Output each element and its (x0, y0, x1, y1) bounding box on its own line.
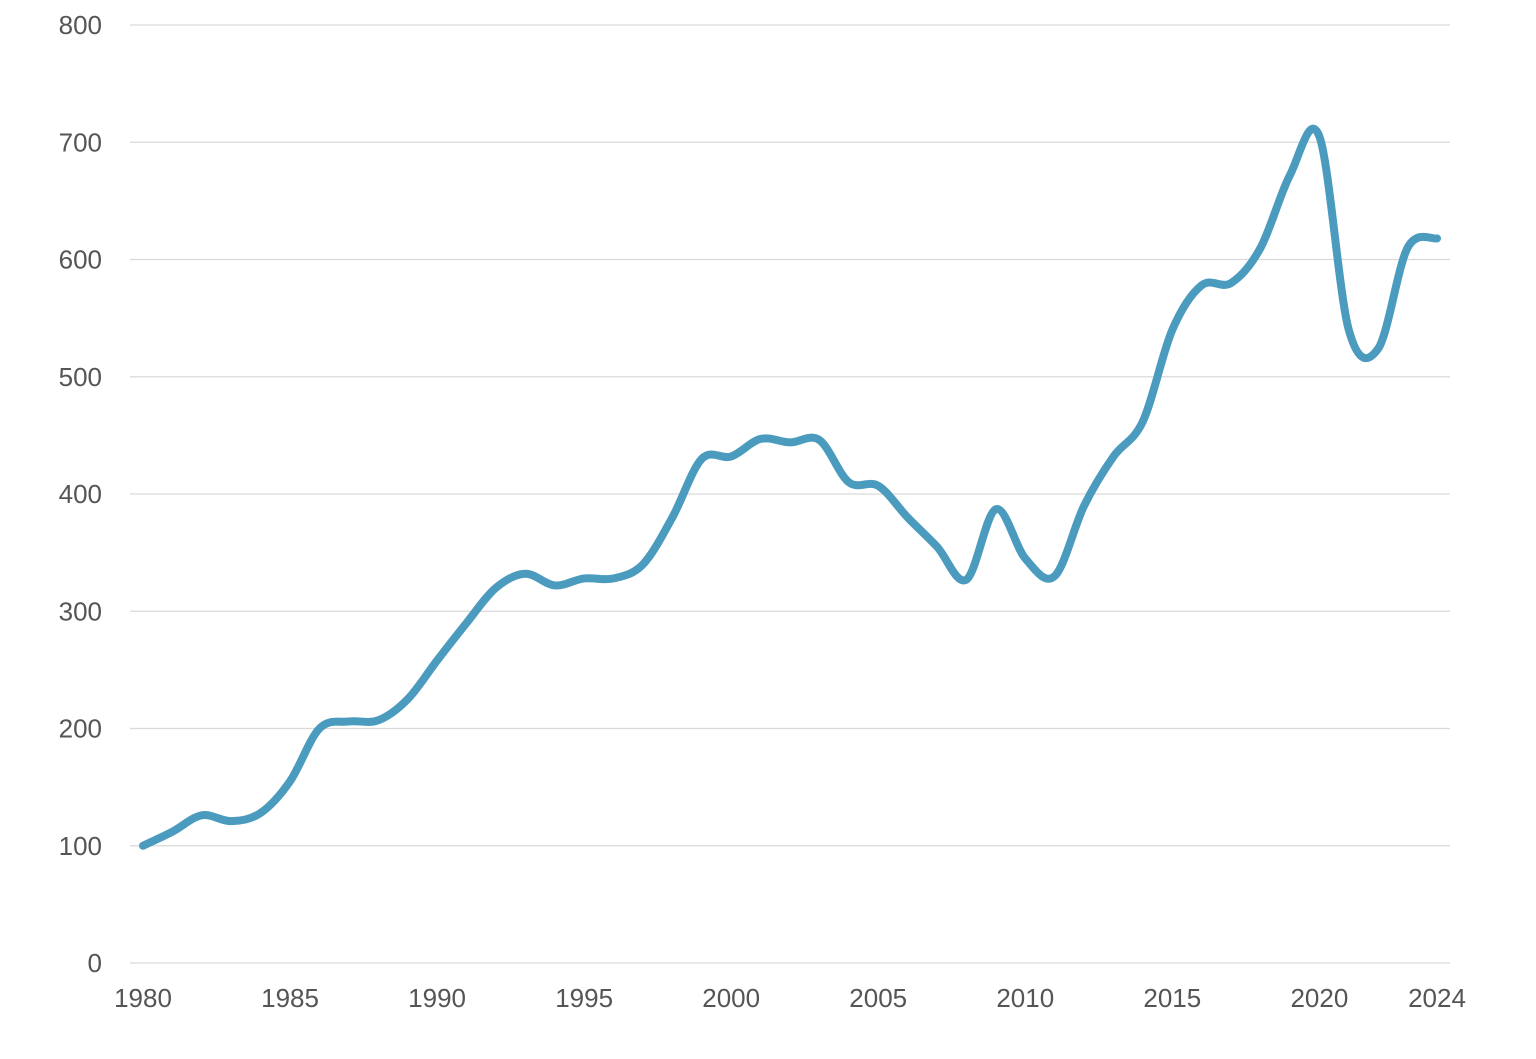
data-point (1111, 453, 1117, 459)
data-point (1081, 503, 1087, 509)
data-point (1140, 418, 1146, 424)
y-tick-label: 500 (59, 362, 102, 392)
data-point (1228, 280, 1234, 286)
x-tick-label: 2010 (996, 983, 1054, 1013)
data-point (1287, 172, 1293, 178)
data-point (699, 456, 705, 462)
data-point (1316, 133, 1322, 139)
data-point (669, 514, 675, 520)
data-point (287, 778, 293, 784)
y-tick-label: 0 (88, 948, 102, 978)
data-point (522, 571, 528, 577)
data-point (611, 575, 617, 581)
y-tick-label: 200 (59, 714, 102, 744)
data-point (993, 506, 999, 512)
data-point (1199, 282, 1205, 288)
gridlines (130, 24, 1450, 964)
data-point (1405, 245, 1411, 251)
x-tick-label: 2005 (849, 983, 907, 1013)
data-point (934, 544, 940, 550)
data-point (758, 436, 764, 442)
data-point (464, 620, 470, 626)
data-point (1052, 573, 1058, 579)
data-point (493, 585, 499, 591)
series-group (139, 124, 1441, 850)
x-tick-label: 1990 (408, 983, 466, 1013)
data-point (346, 718, 352, 724)
data-point (905, 514, 911, 520)
data-point (1258, 245, 1264, 251)
x-tick-label: 2000 (702, 983, 760, 1013)
x-tick-label: 1995 (555, 983, 613, 1013)
data-point (816, 437, 822, 443)
data-point (375, 717, 381, 723)
y-tick-label: 400 (59, 479, 102, 509)
data-point (787, 439, 793, 445)
y-axis-tick-labels: 0 100 200 300 400 500 600 700 800 (59, 10, 102, 978)
data-point (316, 726, 322, 732)
x-tick-label: 2024 (1408, 983, 1466, 1013)
data-point (875, 483, 881, 489)
data-point (199, 812, 205, 818)
x-tick-label: 2015 (1143, 983, 1201, 1013)
y-tick-label: 600 (59, 245, 102, 275)
data-point (552, 582, 558, 588)
data-point (1375, 346, 1381, 352)
data-point (169, 829, 175, 835)
data-point (581, 575, 587, 581)
data-point (228, 818, 234, 824)
data-point (1022, 555, 1028, 561)
data-point (434, 658, 440, 664)
x-tick-label: 1980 (114, 983, 172, 1013)
y-tick-label: 100 (59, 831, 102, 861)
y-tick-label: 300 (59, 596, 102, 626)
data-point (640, 561, 646, 567)
data-point (728, 453, 734, 459)
series-line-0 (139, 124, 1441, 850)
data-point (405, 696, 411, 702)
x-tick-label: 2020 (1290, 983, 1348, 1013)
data-point (1169, 327, 1175, 333)
x-axis-tick-labels: 1980 1985 1990 1995 2000 2005 2010 2015 2020 2024 (114, 983, 1466, 1013)
x-tick-label: 1985 (261, 983, 319, 1013)
y-tick-label: 700 (59, 127, 102, 157)
y-tick-label: 800 (59, 10, 102, 40)
data-point (846, 479, 852, 485)
data-point (963, 577, 969, 583)
data-point (258, 810, 264, 816)
data-point (1434, 235, 1440, 241)
data-point (1346, 327, 1352, 333)
data-point (140, 843, 146, 849)
